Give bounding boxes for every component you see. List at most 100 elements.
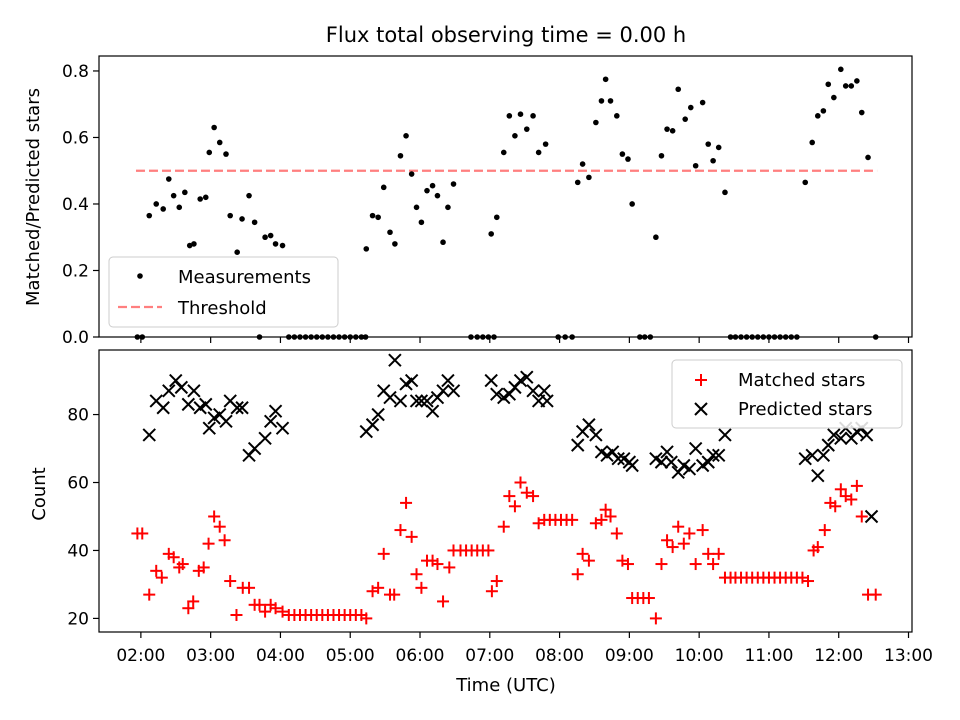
measurement-point <box>669 128 676 134</box>
measurement-point <box>336 334 342 340</box>
measurement-point <box>569 334 575 340</box>
predicted-star-point <box>798 452 812 466</box>
matched-star-point <box>143 588 156 601</box>
measurement-point <box>653 234 659 241</box>
x-tick-label: 04:00 <box>256 646 305 666</box>
matched-star-point <box>360 612 373 625</box>
predicted-star-point <box>654 455 669 469</box>
matched-star-point <box>610 527 623 540</box>
matched-star-point <box>503 490 516 503</box>
measurement-point <box>743 334 750 340</box>
measurement-point <box>814 113 821 119</box>
bottom-y-tick-label: 20 <box>67 609 89 629</box>
top-legend: Measurements Threshold <box>108 256 339 328</box>
x-tick-label: 09:00 <box>605 646 654 666</box>
matched-star-point <box>372 581 385 594</box>
matched-star-point <box>604 510 617 523</box>
measurement-point <box>160 206 167 212</box>
bottom-y-axis-label: Count <box>29 467 50 520</box>
predicted-star-point <box>711 448 726 463</box>
x-tick-label: 08:00 <box>535 646 584 666</box>
matched-star-point <box>696 524 709 537</box>
bottom-legend: Matched stars Predicted stars <box>671 359 903 429</box>
measurement-point <box>206 149 213 156</box>
predicted-star-point <box>142 428 156 442</box>
measurement-point <box>387 229 393 236</box>
matched-star-point <box>443 561 456 574</box>
matched-star-point <box>869 588 882 601</box>
matched-star-point <box>197 561 210 574</box>
predicted-star-point <box>436 384 450 398</box>
measurement-point <box>838 66 844 73</box>
matched-star-point <box>482 544 495 557</box>
predicted-star-point <box>701 455 715 469</box>
predicted-star-point <box>660 445 674 459</box>
matched-star-point <box>850 479 863 492</box>
chart-title: Flux total observing time = 0.00 h <box>326 23 686 47</box>
measurement-point <box>699 99 706 106</box>
measurement-point <box>216 139 223 146</box>
x-tick-label: 07:00 <box>465 646 514 666</box>
predicted-star-point <box>258 431 272 446</box>
matched-star-point <box>845 493 858 506</box>
measurement-point <box>297 334 303 340</box>
predicted-star-point <box>268 404 283 418</box>
measurement-point <box>256 334 263 340</box>
predicted-star-point <box>520 370 534 384</box>
matched-star-point <box>276 605 289 618</box>
matched-star-point <box>621 558 634 571</box>
measurement-point <box>468 334 474 340</box>
measurement-point <box>139 334 146 340</box>
measurement-point <box>134 334 141 340</box>
measurement-point <box>738 334 744 340</box>
matched-star-point <box>394 524 407 537</box>
measurement-point <box>523 126 530 132</box>
predicted-star-point <box>414 394 429 408</box>
measurement-point <box>687 104 694 111</box>
predicted-star-point <box>162 384 176 398</box>
measurement-point <box>858 109 865 116</box>
matched-star-point <box>702 547 715 560</box>
measurement-point <box>641 334 648 340</box>
predicted-star-point <box>230 401 244 415</box>
measurement-point <box>705 141 712 147</box>
predicted-star-point <box>409 394 424 408</box>
measurements-series <box>134 66 879 340</box>
top-y-tick-label: 0.0 <box>62 328 89 348</box>
measurement-point <box>418 219 425 226</box>
measurement-point <box>362 334 369 340</box>
measurement-point <box>715 144 722 151</box>
measurement-point <box>848 83 855 89</box>
matched-star-point <box>202 537 215 550</box>
measurement-point <box>153 201 160 207</box>
measurement-point <box>710 157 716 164</box>
measurement-point <box>291 334 298 340</box>
predicted-star-point <box>571 438 585 452</box>
measurement-point <box>506 113 513 119</box>
measurement-point <box>675 86 682 93</box>
measurement-point <box>480 334 486 340</box>
predicted-star-point <box>174 380 189 395</box>
matched-star-point <box>431 558 444 571</box>
measurement-point <box>146 212 153 219</box>
measurement-point <box>325 334 331 340</box>
matched-star-point <box>437 595 450 608</box>
measurement-point <box>820 108 827 114</box>
measurement-point <box>530 113 536 119</box>
measurement-point <box>771 334 778 340</box>
matched-star-point <box>253 598 266 611</box>
measurement-point <box>319 334 326 340</box>
matched-star-point <box>224 575 237 588</box>
matched-star-point <box>576 547 589 560</box>
matched-star-point <box>150 564 163 577</box>
predicted-star-point <box>688 441 703 456</box>
matched-star-point <box>187 595 200 608</box>
predicted-star-point <box>263 414 278 429</box>
measurement-point <box>562 334 568 340</box>
predicted-star-point <box>805 448 819 463</box>
measurement-point <box>369 212 376 219</box>
measurement-point <box>450 181 457 187</box>
matched-star-point <box>485 585 498 598</box>
matched-star-point <box>595 513 608 526</box>
measurement-point <box>512 133 518 139</box>
